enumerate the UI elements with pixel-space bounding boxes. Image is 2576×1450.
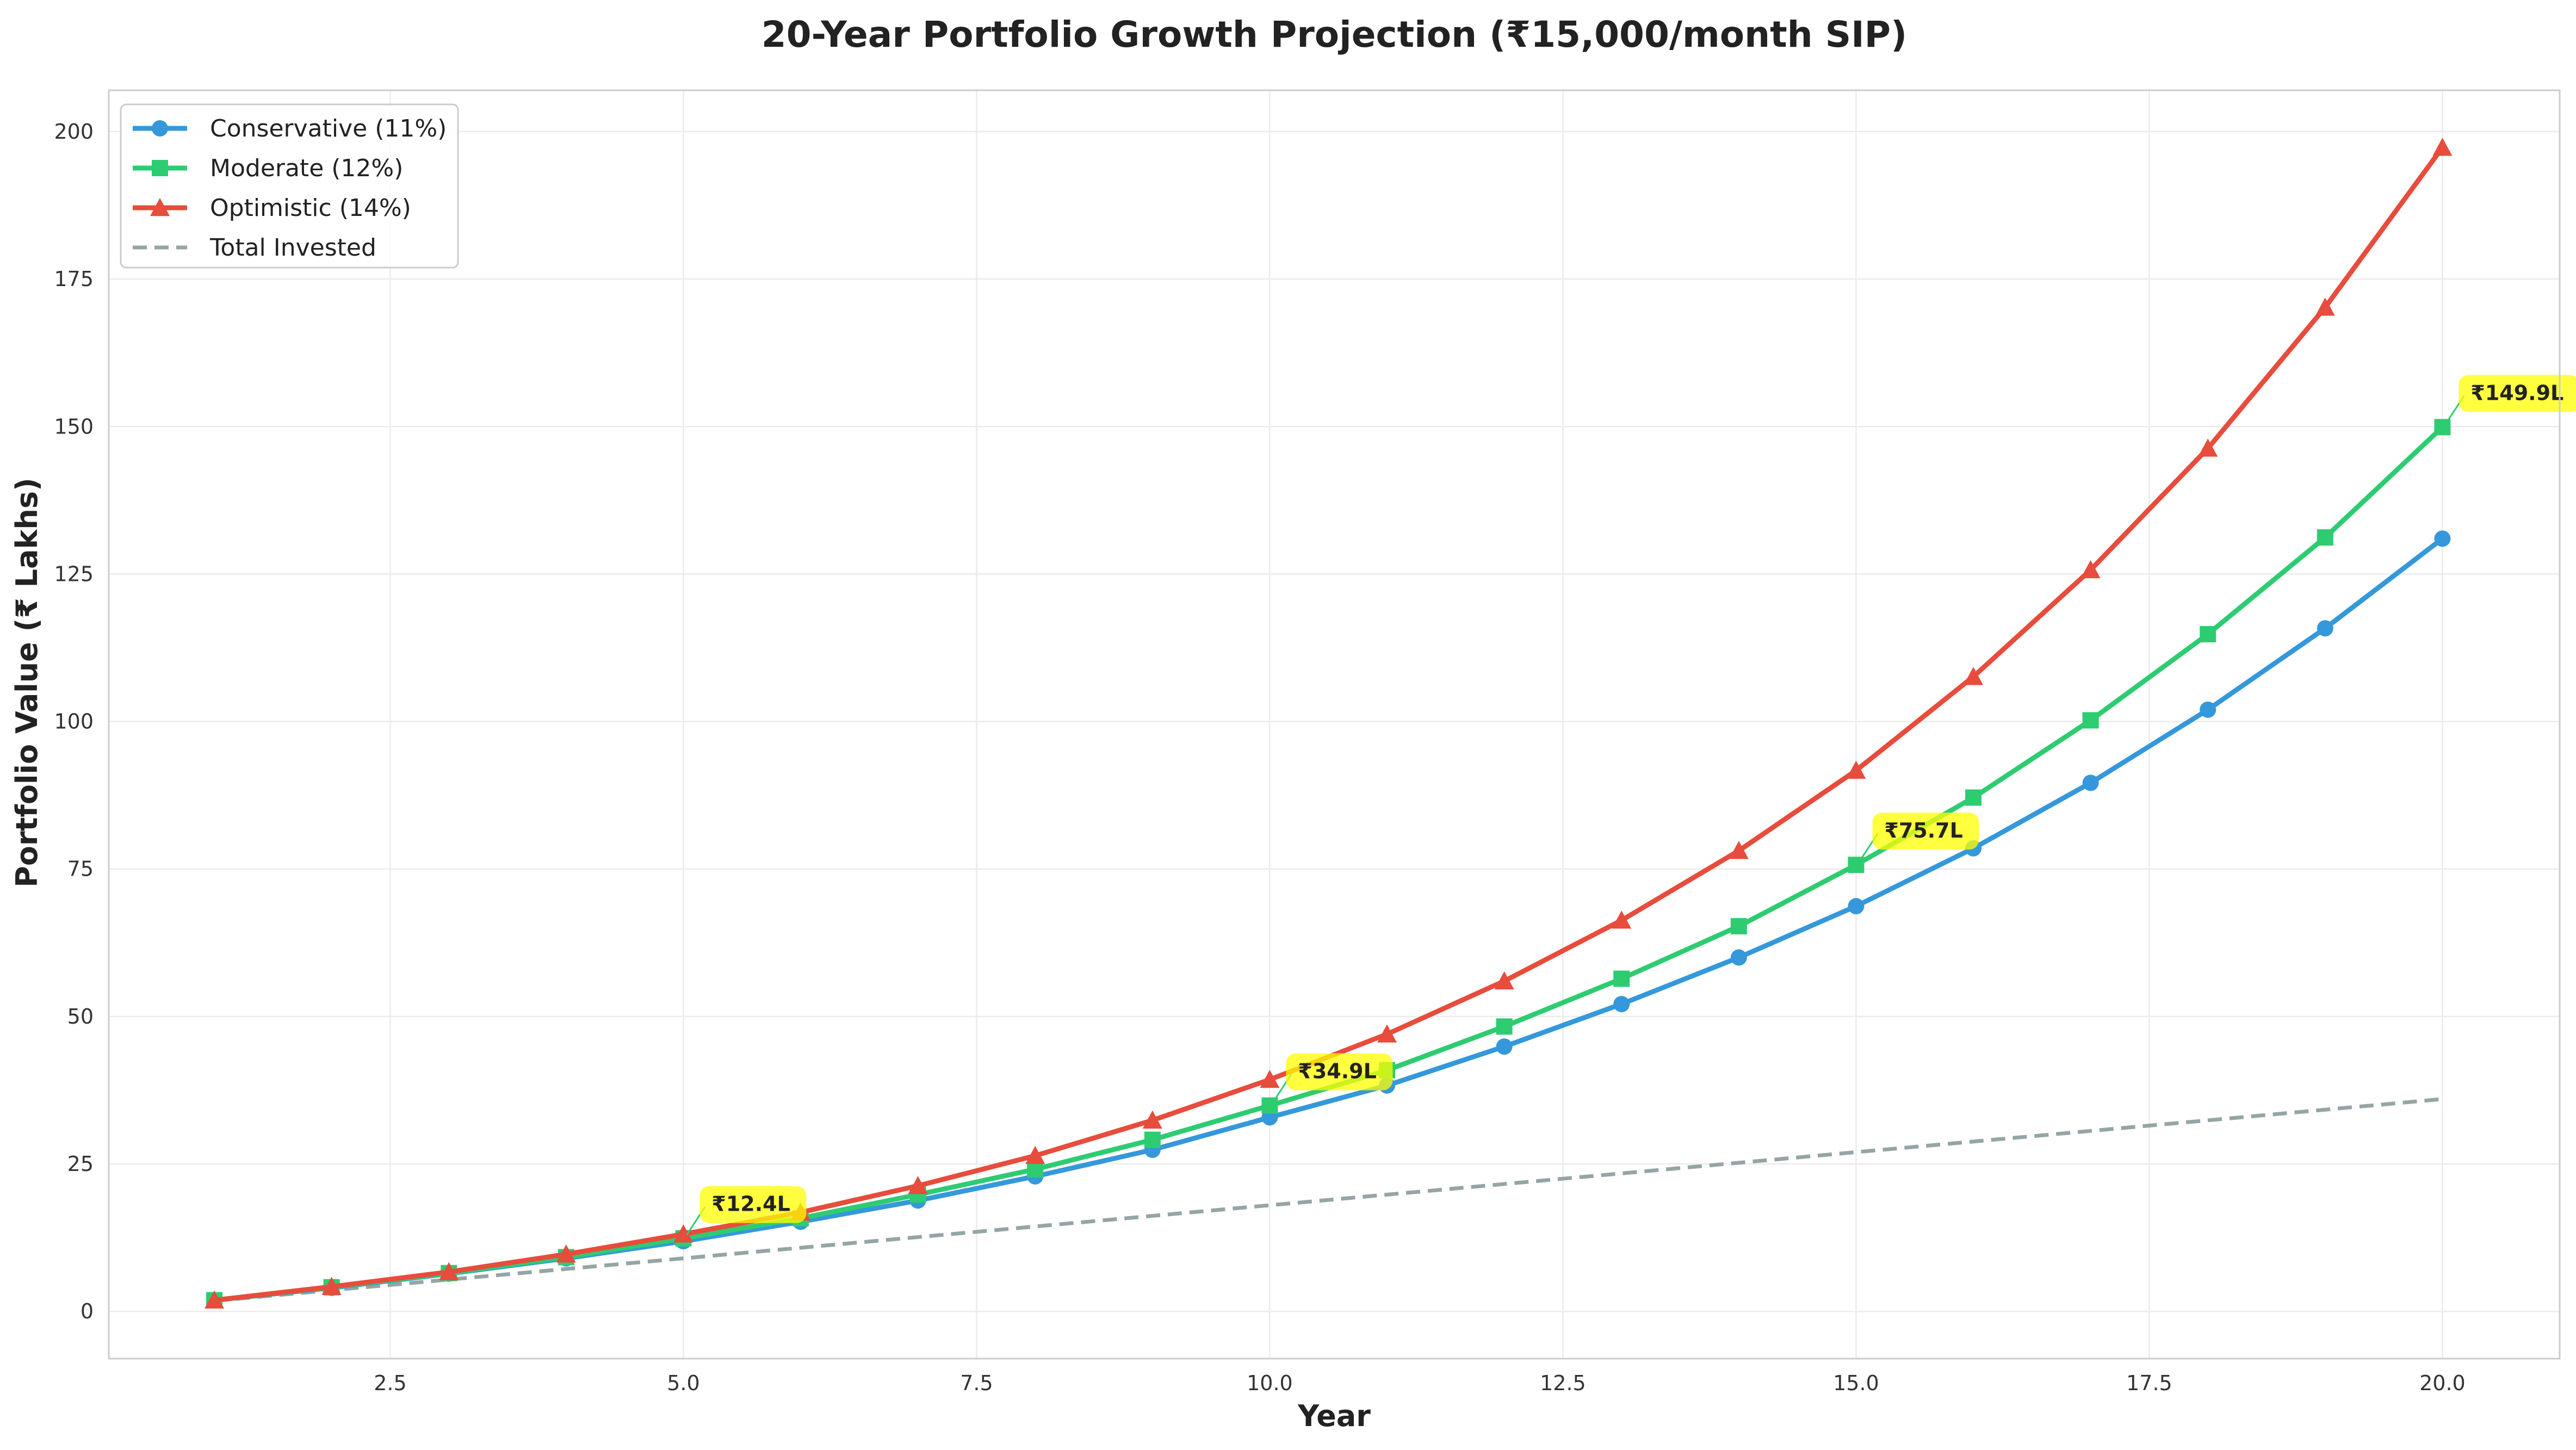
plot-area [109,90,2560,1359]
legend-box [120,103,459,269]
data-point [2317,620,2333,637]
data-point [2315,298,2335,316]
annotation-3: ₹149.9L [2445,375,2576,425]
y-tick-label: 75 [67,857,94,881]
data-point [205,1290,225,1309]
y-tick-label: 50 [67,1005,94,1028]
y-tick-label: 125 [54,562,94,586]
annotation-box [1286,1053,1393,1090]
data-point [1613,970,1630,987]
legend-item: Optimistic (14%) [133,194,411,222]
data-point [1377,1024,1397,1043]
data-point [1612,910,1632,929]
grid-lines [109,90,2560,1359]
data-point [2434,530,2451,547]
data-point [1848,898,1865,915]
x-tick-label: 12.5 [1540,1371,1586,1395]
data-point [1730,949,1747,966]
data-point [1142,1110,1162,1129]
data-point [1965,789,1982,806]
data-point [1496,1018,1513,1035]
legend-label: Moderate (12%) [210,154,403,182]
legend: Conservative (11%) Moderate (12%) Optimist… [120,103,459,269]
data-point [321,1277,342,1295]
legend-item: Moderate (12%) [133,154,403,182]
y-tick-label: 100 [54,710,94,734]
annotation-box [699,1186,807,1223]
data-point [1729,841,1749,859]
annotation-label: ₹34.9L [1298,1059,1376,1083]
x-tick-label: 5.0 [667,1371,699,1395]
annotation-label: ₹149.9L [2470,381,2563,405]
legend-item: Conservative (11%) [133,115,447,142]
data-point [1494,971,1514,990]
legend-label: Optimistic (14%) [210,194,411,222]
x-tick-label: 2.5 [374,1371,406,1395]
legend-marker [150,198,170,216]
legend-marker [152,120,168,137]
data-point [2200,626,2216,643]
data-point [2080,560,2101,579]
x-axis-label: Year [1297,1399,1371,1433]
data-point [1260,1069,1280,1088]
series-line [214,1097,2443,1303]
annotation-label: ₹75.7L [1884,819,1962,842]
data-point [2200,701,2216,718]
reference-series-layer [214,1097,2443,1303]
plot-frame [108,89,2561,1360]
data-point [1613,996,1630,1013]
legend-label: Conservative (11%) [210,115,447,142]
x-tick-label: 15.0 [1833,1371,1879,1395]
data-point [908,1176,928,1194]
annotation-box [1872,813,1979,850]
x-tick-label: 17.5 [2126,1371,2172,1395]
annotation-0: ₹12.4L [686,1186,807,1236]
annotation-box [2459,375,2576,412]
annotation-1: ₹34.9L [1272,1053,1393,1103]
legend-item: Total Invested [133,234,376,262]
y-tick-label: 150 [54,414,94,438]
data-point [2317,529,2333,546]
x-axis-ticks: 2.5 5.0 7.5 10.0 12.5 15.0 17.5 20.0 [374,1371,2465,1395]
data-point [556,1244,576,1263]
x-tick-label: 7.5 [960,1371,993,1395]
x-tick-label: 10.0 [1247,1371,1293,1395]
data-point [2082,712,2099,729]
y-axis-ticks: 0 25 50 75 100 125 150 175 200 [54,120,94,1323]
legend-label: Total Invested [209,234,376,262]
annotation-2: ₹75.7L [1859,813,1979,862]
series-3 [214,1097,2443,1303]
data-point [2432,138,2453,156]
y-tick-label: 200 [54,120,94,144]
y-tick-label: 25 [67,1152,94,1176]
y-tick-label: 175 [54,267,94,291]
data-point [1144,1131,1161,1148]
x-tick-label: 20.0 [2419,1371,2466,1395]
chart-title: 20-Year Portfolio Growth Projection (₹15… [761,14,1907,55]
data-point [439,1262,459,1280]
data-point [1964,667,1984,685]
data-point [1496,1038,1513,1055]
data-point [1846,760,1866,779]
data-point [1025,1145,1045,1164]
y-axis-label: Portfolio Value (₹ Lakhs) [10,478,44,887]
data-point [2198,438,2218,457]
data-point [673,1224,693,1243]
annotation-layer: ₹12.4L ₹34.9L ₹75.7L ₹149.9L [686,375,2576,1236]
legend-marker [152,160,168,176]
annotation-label: ₹12.4L [711,1192,790,1216]
data-point [1730,918,1747,934]
y-tick-label: 0 [81,1299,94,1323]
data-point [2082,774,2099,791]
